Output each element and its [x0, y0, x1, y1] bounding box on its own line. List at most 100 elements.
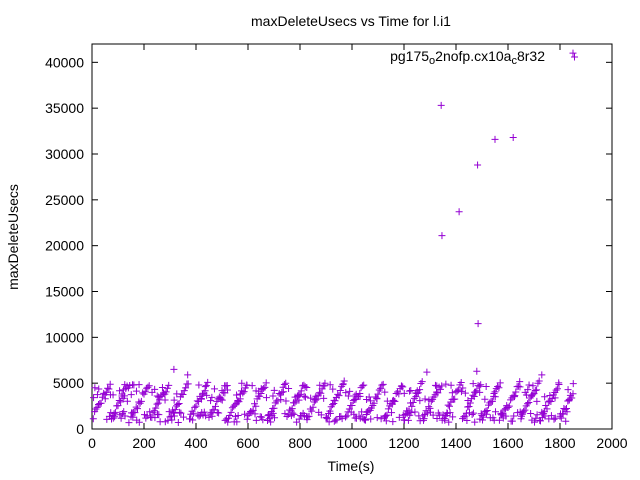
x-tick-label: 1800: [544, 435, 575, 451]
data-point: [184, 371, 192, 379]
data-point: [457, 388, 465, 396]
data-point: [224, 418, 232, 426]
data-point: [524, 400, 531, 408]
data-point: [445, 418, 453, 426]
data-point: [461, 412, 469, 420]
data-point: [109, 391, 117, 399]
data-point: [407, 386, 415, 394]
data-point: [473, 367, 481, 375]
data-point: [154, 399, 162, 407]
data-point: [490, 390, 498, 398]
data-point: [111, 408, 119, 416]
data-point: [531, 418, 539, 426]
data-point: [451, 395, 459, 403]
data-point: [125, 419, 133, 427]
data-point: [423, 368, 431, 376]
x-tick-label: 600: [236, 435, 260, 451]
data-point: [191, 403, 199, 411]
data-point: [135, 418, 143, 426]
y-tick-label: 0: [76, 421, 84, 437]
y-axis: 0 5000 10000 15000 20000 25000 30000 35000 40000: [45, 54, 612, 437]
data-point: [449, 413, 457, 421]
data-point: [440, 415, 448, 423]
data-point: [373, 414, 381, 422]
legend-subscript: c: [511, 55, 517, 67]
data-point: [282, 379, 290, 387]
data-point: [238, 379, 246, 387]
data-point: [514, 382, 522, 390]
data-point: [475, 382, 483, 390]
data-point: [269, 409, 277, 417]
data-point: [423, 409, 431, 417]
data-point: [465, 402, 473, 410]
data-point: [425, 403, 433, 411]
legend: pg175o2nofp.cx10ac8r32: [390, 48, 578, 67]
data-point: [446, 409, 454, 417]
data-point: [303, 384, 311, 392]
data-point: [482, 407, 490, 415]
data-point: [301, 393, 309, 401]
data-point: [269, 392, 277, 400]
data-point: [469, 409, 477, 417]
data-point: [500, 406, 508, 414]
data-point: [491, 393, 499, 401]
y-tick-label: 10000: [45, 329, 84, 345]
data-point: [533, 397, 541, 405]
data-point: [509, 134, 517, 141]
data-point: [340, 377, 348, 385]
legend-label: pg175o2nofp.cx10ac8r32: [390, 48, 545, 67]
x-axis: 0 200 400 600 800 1000 1200 1400 1600 1800 2000: [88, 44, 628, 451]
data-point: [309, 403, 317, 411]
data-point: [416, 397, 424, 405]
data-point: [213, 408, 221, 416]
data-point: [289, 409, 297, 417]
data-point: [568, 394, 576, 402]
data-point: [264, 416, 271, 424]
data-point: [551, 414, 559, 422]
data-point: [378, 381, 386, 389]
data-point: [248, 408, 256, 416]
data-point: [204, 378, 212, 386]
data-point: [168, 416, 176, 424]
data-point: [530, 390, 538, 398]
data-point: [495, 384, 503, 392]
data-point: [502, 412, 510, 420]
x-tick-label: 200: [132, 435, 156, 451]
data-point: [114, 402, 122, 410]
data-point: [421, 395, 429, 403]
data-point: [132, 403, 140, 411]
data-point: [97, 399, 105, 407]
data-point: [91, 384, 99, 392]
data-point: [441, 416, 449, 424]
data-point: [431, 381, 439, 389]
data-point: [248, 382, 256, 390]
data-point: [447, 381, 455, 389]
data-point: [411, 408, 419, 416]
data-point: [375, 386, 383, 394]
data-point: [152, 404, 160, 412]
x-tick-label: 800: [288, 435, 312, 451]
data-point: [388, 409, 396, 417]
data-point: [120, 408, 128, 416]
data-point: [524, 386, 532, 394]
data-point: [326, 409, 334, 417]
data-point: [476, 388, 484, 396]
data-point: [146, 408, 154, 416]
data-point: [551, 394, 559, 402]
legend-text-part: 8r32: [517, 48, 545, 64]
data-point: [448, 389, 456, 397]
data-point: [262, 379, 270, 387]
data-point: [395, 390, 403, 398]
data-point: [555, 381, 563, 389]
data-point: [153, 400, 161, 408]
data-point: [121, 412, 129, 420]
data-point: [144, 383, 152, 391]
data-point: [527, 410, 535, 418]
data-point: [321, 379, 329, 387]
data-point: [410, 394, 418, 402]
data-point: [202, 382, 210, 390]
data-point: [461, 389, 469, 397]
data-point: [165, 381, 173, 389]
data-point: [360, 381, 368, 389]
data-point: [479, 416, 487, 424]
